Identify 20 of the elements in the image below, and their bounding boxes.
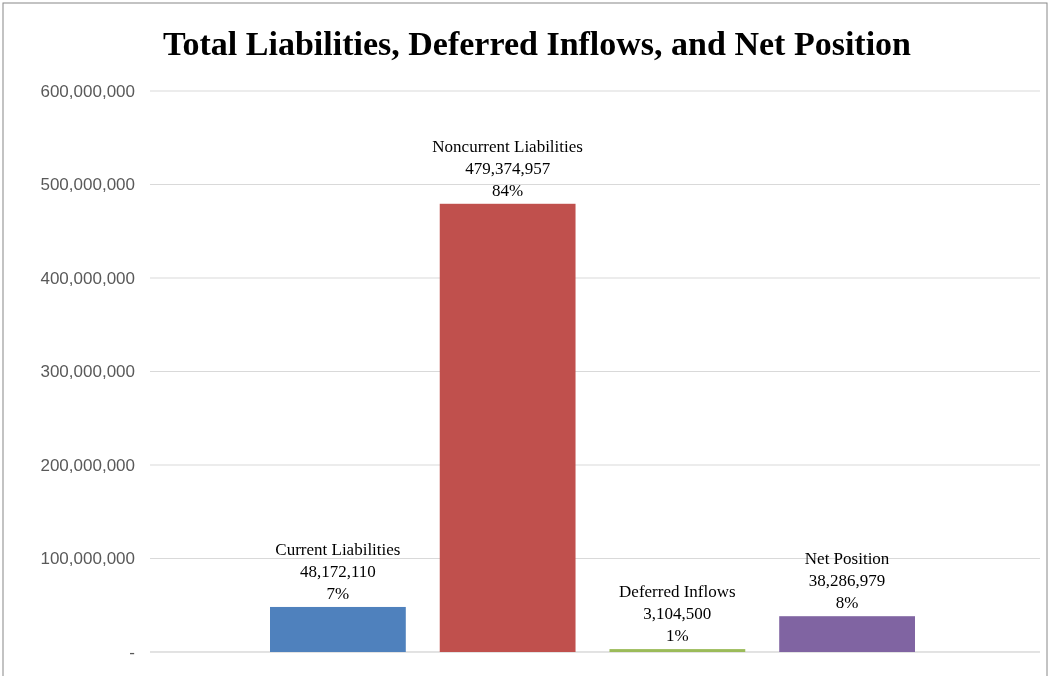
- bar: [609, 649, 746, 652]
- y-tick-label: 400,000,000: [40, 268, 135, 288]
- y-tick-label: 500,000,000: [40, 175, 135, 195]
- y-tick-label: 300,000,000: [40, 362, 135, 382]
- chart-title: Total Liabilities, Deferred Inflows, and Net Position: [162, 25, 912, 62]
- data-label: 479,374,957 84%: [465, 158, 551, 200]
- x-tick-label: Current Liabilities: [275, 539, 401, 559]
- data-label: 38,286,979 8%: [808, 571, 886, 613]
- x-tick-label: Deferred Inflows: [619, 582, 736, 602]
- bar: [779, 616, 915, 652]
- y-tick-label: 100,000,000: [40, 549, 135, 569]
- y-tick-label: 200,000,000: [40, 455, 135, 475]
- x-tick-label: Noncurrent Liabilities: [432, 136, 583, 156]
- data-label: 48,172,110 7%: [299, 561, 376, 603]
- x-tick-label: Net Position: [804, 549, 890, 569]
- y-tick-label: -: [129, 642, 135, 662]
- y-tick-label: 600,000,000: [40, 81, 135, 101]
- bar: [439, 203, 576, 652]
- bar: [270, 606, 406, 652]
- data-label: 3,104,500 1%: [643, 604, 712, 646]
